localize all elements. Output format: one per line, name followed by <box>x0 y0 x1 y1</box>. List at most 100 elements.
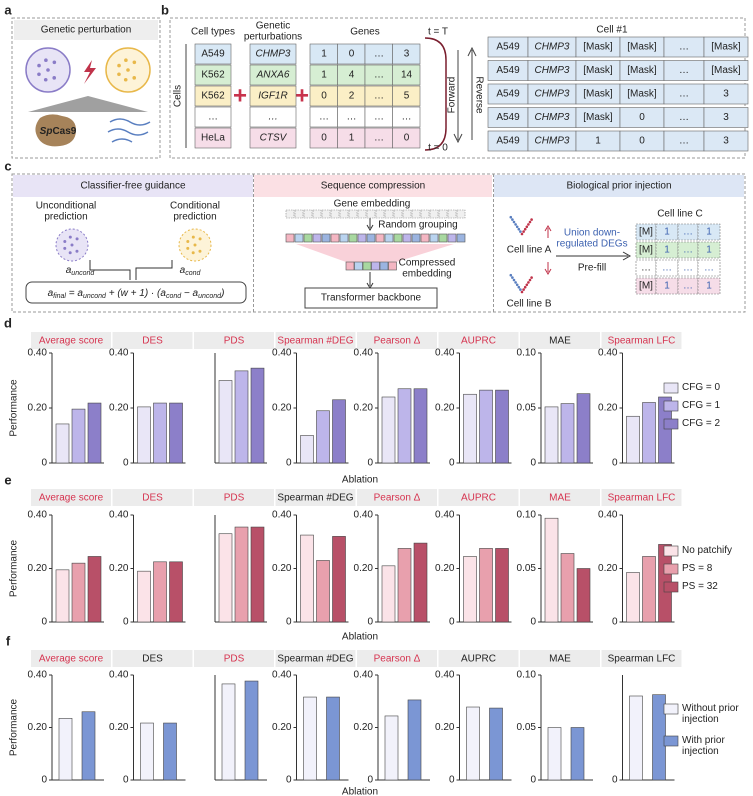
y-tick-label: 0 <box>286 458 292 469</box>
bar <box>547 727 562 781</box>
cells-label: Cells <box>173 85 184 107</box>
column-header: Genes <box>350 27 379 38</box>
token <box>420 209 430 219</box>
subplot-title: Pearson Δ <box>374 654 421 665</box>
cell-text: … <box>402 112 412 123</box>
bar <box>570 727 585 781</box>
token <box>339 209 349 219</box>
bar <box>413 388 428 464</box>
bar <box>153 402 167 464</box>
dot <box>63 246 67 250</box>
y-tick-label: 0.10 <box>517 348 537 359</box>
subplot-header <box>194 489 274 506</box>
legend-label: CFG = 1 <box>682 400 721 411</box>
dot <box>75 249 79 253</box>
legend-item: No patchify <box>682 545 732 556</box>
cell-text: … <box>679 42 689 53</box>
cell-text: 1 <box>664 227 670 238</box>
y-tick-label: 0.40 <box>109 510 129 521</box>
bar <box>642 402 656 464</box>
caption: Gene embedding <box>334 199 411 210</box>
dot <box>63 239 67 243</box>
bar <box>169 561 183 623</box>
forward-arrow <box>453 50 463 144</box>
y-tick-label: 0.05 <box>517 722 537 733</box>
volcano-dot <box>515 283 519 287</box>
legend-swatch <box>663 545 679 557</box>
token <box>393 209 403 219</box>
volcano-dot <box>528 278 532 282</box>
volcano-dot <box>527 223 530 226</box>
cell-text: [M] <box>639 245 653 256</box>
y-tick-label: 0.40 <box>354 510 374 521</box>
y-tick-label: 0.40 <box>109 348 129 359</box>
volcano-dot <box>511 218 514 221</box>
token <box>285 209 295 219</box>
token <box>321 233 331 243</box>
caption: Union down- <box>564 228 620 239</box>
token <box>411 233 421 243</box>
token <box>375 233 385 243</box>
y-tick-label: 0.20 <box>28 403 48 414</box>
cell-text: 3 <box>723 89 729 100</box>
token <box>354 261 363 271</box>
dot <box>132 76 137 80</box>
y-tick-label: 0 <box>41 775 47 786</box>
cell-text: [Mask] <box>711 65 741 76</box>
panel-label: e <box>4 472 11 487</box>
y-tick-label: 0.40 <box>598 510 618 521</box>
beam <box>28 96 148 112</box>
reverse-arrow <box>467 46 477 140</box>
subplot-header <box>112 489 193 506</box>
legend-item: Without prior injection <box>682 703 739 725</box>
subplot-header <box>438 650 519 667</box>
cell-text: A549 <box>496 136 520 147</box>
cell-text: … <box>374 112 384 123</box>
cell-text: A549 <box>496 112 520 123</box>
bar <box>626 572 640 623</box>
token <box>379 261 389 271</box>
formula-box <box>25 281 247 304</box>
panel-a-header <box>14 20 158 40</box>
volcano-dot <box>509 215 513 219</box>
cell-text: [Mask] <box>583 89 613 100</box>
bar <box>55 569 70 623</box>
subplot-title: PDS <box>224 493 245 504</box>
subplot-title: Average score <box>39 336 104 347</box>
cell-text: … <box>704 263 714 274</box>
caption: prediction <box>44 212 87 223</box>
token <box>384 233 394 243</box>
legend-item: PS = 8 <box>682 563 712 574</box>
caption: Unconditional <box>36 201 97 212</box>
cell <box>249 85 297 107</box>
funnel <box>296 244 454 262</box>
subplot-header <box>601 650 682 667</box>
cell-text: … <box>208 112 218 123</box>
plus: + <box>295 82 309 109</box>
cell <box>697 223 721 241</box>
y-tick-label: 0 <box>612 617 618 628</box>
subplot-header <box>31 489 111 506</box>
subplot-header <box>357 489 437 506</box>
y-tick-label: 0 <box>449 458 455 469</box>
legend-item: CFG = 1 <box>682 400 721 411</box>
dot <box>44 58 48 63</box>
legend-label: Without prior injection <box>682 703 739 725</box>
legend-swatch <box>663 581 679 593</box>
y-tick-label: 0 <box>41 458 47 469</box>
subplot-title: AUPRC <box>461 336 496 347</box>
legend-item: CFG = 0 <box>682 382 720 393</box>
bar <box>153 561 167 623</box>
bar <box>55 423 70 464</box>
subplot-title: MAE <box>549 336 571 347</box>
cell-text: 1 <box>321 49 327 60</box>
volcano-dot <box>512 278 516 282</box>
panel-label: a <box>4 2 12 17</box>
math-part: + (w + 1) · ( <box>106 288 162 299</box>
token <box>285 233 295 243</box>
legend-item: PS = 32 <box>682 581 718 592</box>
cell-text: 1 <box>706 245 712 256</box>
bar <box>658 396 672 464</box>
cell <box>697 277 721 295</box>
token <box>429 233 439 243</box>
